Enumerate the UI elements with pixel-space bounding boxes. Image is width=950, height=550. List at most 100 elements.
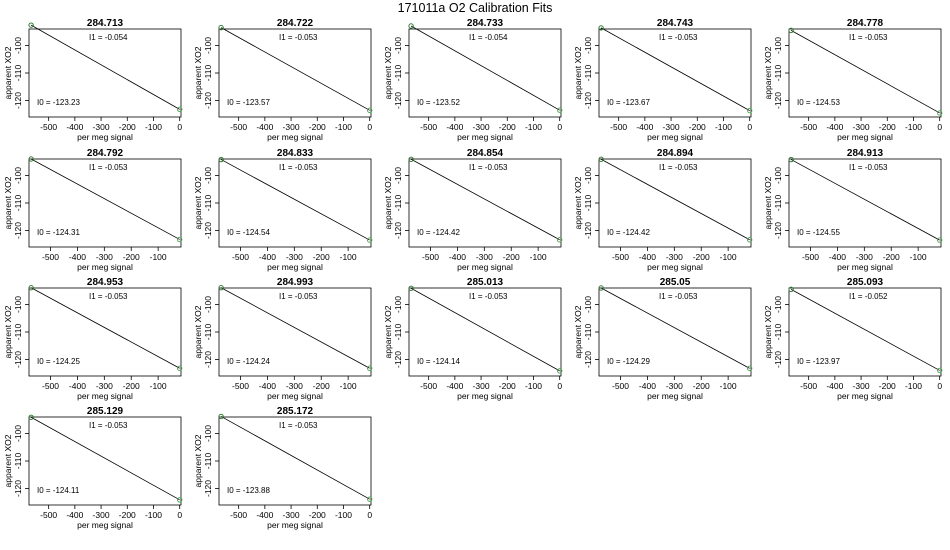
data-point bbox=[746, 365, 753, 372]
x-tick-label: -300 bbox=[96, 252, 113, 262]
y-tick-label: -110 bbox=[583, 195, 593, 212]
x-tick-label: -300 bbox=[286, 252, 303, 262]
data-point bbox=[176, 236, 183, 243]
x-tick-label: -100 bbox=[715, 122, 732, 132]
intercept-label: I0 = -124.14 bbox=[417, 357, 460, 366]
y-tick-label: -100 bbox=[773, 37, 783, 54]
x-tick-label: -500 bbox=[800, 122, 817, 132]
intercept-label: I0 = -124.24 bbox=[227, 357, 270, 366]
y-axis-label: apparent XO2 bbox=[3, 305, 13, 358]
x-tick-label: -500 bbox=[230, 510, 247, 520]
x-tick-label: -300 bbox=[286, 381, 303, 391]
data-point bbox=[598, 285, 604, 291]
x-tick-label: -300 bbox=[473, 381, 490, 391]
intercept-label: I0 = -124.55 bbox=[797, 228, 840, 237]
calibration-panel: 284.792 -500 -400 -300 -200 -100 -100 -110 -120 p… bbox=[3, 148, 183, 272]
y-tick-label: -100 bbox=[393, 296, 403, 313]
y-tick-label: -120 bbox=[13, 92, 23, 109]
fit-line bbox=[600, 287, 750, 369]
data-point bbox=[218, 156, 224, 163]
y-tick-label: -120 bbox=[393, 222, 403, 239]
data-point bbox=[28, 414, 34, 420]
x-tick-label: -200 bbox=[309, 122, 326, 132]
y-axis-label: apparent XO2 bbox=[193, 176, 203, 229]
fit-line bbox=[600, 158, 750, 241]
y-axis-label: apparent XO2 bbox=[3, 434, 13, 487]
y-tick-label: -120 bbox=[773, 92, 783, 109]
x-tick-label: -400 bbox=[66, 122, 83, 132]
x-axis-label: per meg signal bbox=[837, 262, 893, 272]
x-tick-label: -300 bbox=[473, 122, 490, 132]
figure-title: 171011a O2 Calibration Fits bbox=[398, 1, 553, 15]
slope-label: I1 = -0.053 bbox=[279, 421, 318, 430]
x-tick-label: -100 bbox=[905, 381, 922, 391]
x-tick-label: -100 bbox=[150, 252, 167, 262]
data-point bbox=[28, 285, 34, 291]
y-axis-label: apparent XO2 bbox=[383, 305, 393, 358]
x-tick-label: -500 bbox=[612, 381, 629, 391]
x-tick-label: 0 bbox=[557, 122, 562, 132]
y-tick-label: -100 bbox=[13, 167, 23, 184]
x-tick-label: -100 bbox=[340, 381, 357, 391]
y-axis-label: apparent XO2 bbox=[3, 176, 13, 229]
x-tick-label: -500 bbox=[612, 252, 629, 262]
y-tick-label: -100 bbox=[773, 296, 783, 313]
slope-label: I1 = -0.053 bbox=[469, 292, 508, 301]
calibration-panel: 285.093 -500 -400 -300 -200 -100 0 -100 -110 -120… bbox=[763, 277, 943, 401]
data-point bbox=[788, 286, 794, 293]
x-tick-label: -300 bbox=[853, 381, 870, 391]
x-tick-label: 0 bbox=[937, 381, 942, 391]
x-axis-label: per meg signal bbox=[837, 132, 893, 142]
data-point bbox=[176, 497, 183, 503]
slope-label: I1 = -0.053 bbox=[659, 33, 698, 42]
y-tick-label: -110 bbox=[393, 195, 403, 212]
x-tick-label: 0 bbox=[367, 510, 372, 520]
fit-line bbox=[790, 159, 940, 241]
panel-title: 284.854 bbox=[467, 148, 504, 159]
x-tick-label: -400 bbox=[66, 510, 83, 520]
y-axis-label: apparent XO2 bbox=[193, 305, 203, 358]
data-point bbox=[366, 107, 373, 114]
y-axis-label: apparent XO2 bbox=[193, 46, 203, 99]
slope-label: I1 = -0.053 bbox=[89, 292, 128, 301]
x-tick-label: -300 bbox=[663, 122, 680, 132]
x-tick-label: -400 bbox=[256, 122, 273, 132]
intercept-label: I0 = -124.53 bbox=[797, 98, 840, 107]
y-tick-label: -100 bbox=[13, 37, 23, 54]
y-tick-label: -100 bbox=[583, 37, 593, 54]
calibration-panel: 284.722 -500 -400 -300 -200 -100 0 -100 -110 -120… bbox=[193, 18, 373, 142]
calibration-panel: 284.833 -500 -400 -300 -200 -100 -100 -110 -120 p… bbox=[193, 148, 373, 272]
y-axis-label: apparent XO2 bbox=[573, 176, 583, 229]
panel-title: 285.093 bbox=[847, 277, 884, 288]
x-tick-label: -400 bbox=[636, 122, 653, 132]
data-point bbox=[936, 237, 943, 243]
data-point bbox=[936, 367, 943, 374]
x-axis-label: per meg signal bbox=[77, 520, 133, 530]
y-tick-label: -120 bbox=[203, 351, 213, 368]
fit-line bbox=[410, 25, 560, 111]
calibration-panel: 284.953 -500 -400 -300 -200 -100 -100 -110 -120 p… bbox=[3, 277, 183, 401]
calibration-panel: 285.05 -500 -400 -300 -200 -100 -100 -110 -120 pe… bbox=[573, 277, 753, 401]
x-tick-label: -200 bbox=[119, 510, 136, 520]
x-tick-label: -200 bbox=[693, 252, 710, 262]
panel-title: 284.913 bbox=[847, 148, 884, 159]
intercept-label: I0 = -123.88 bbox=[227, 486, 270, 495]
y-tick-label: -120 bbox=[13, 351, 23, 368]
panel-title: 284.778 bbox=[847, 18, 884, 29]
y-tick-label: -120 bbox=[583, 351, 593, 368]
x-tick-label: -300 bbox=[283, 122, 300, 132]
data-point bbox=[788, 27, 794, 34]
y-tick-label: -100 bbox=[203, 167, 213, 184]
x-axis-label: per meg signal bbox=[77, 391, 133, 401]
y-tick-label: -100 bbox=[203, 425, 213, 442]
intercept-label: I0 = -124.31 bbox=[37, 228, 80, 237]
x-tick-label: -500 bbox=[420, 381, 437, 391]
x-tick-label: -400 bbox=[259, 252, 276, 262]
calibration-panel: 285.172 -500 -400 -300 -200 -100 0 -100 -110 -120… bbox=[193, 406, 373, 530]
calibration-panel: 285.129 -500 -400 -300 -200 -100 0 -100 -110 -120… bbox=[3, 406, 183, 530]
calibration-panel: 285.013 -500 -400 -300 -200 -100 0 -100 -110 -120… bbox=[383, 277, 563, 401]
y-tick-label: -100 bbox=[583, 167, 593, 184]
x-tick-label: 0 bbox=[557, 381, 562, 391]
x-tick-label: -500 bbox=[800, 381, 817, 391]
data-point bbox=[556, 237, 563, 243]
